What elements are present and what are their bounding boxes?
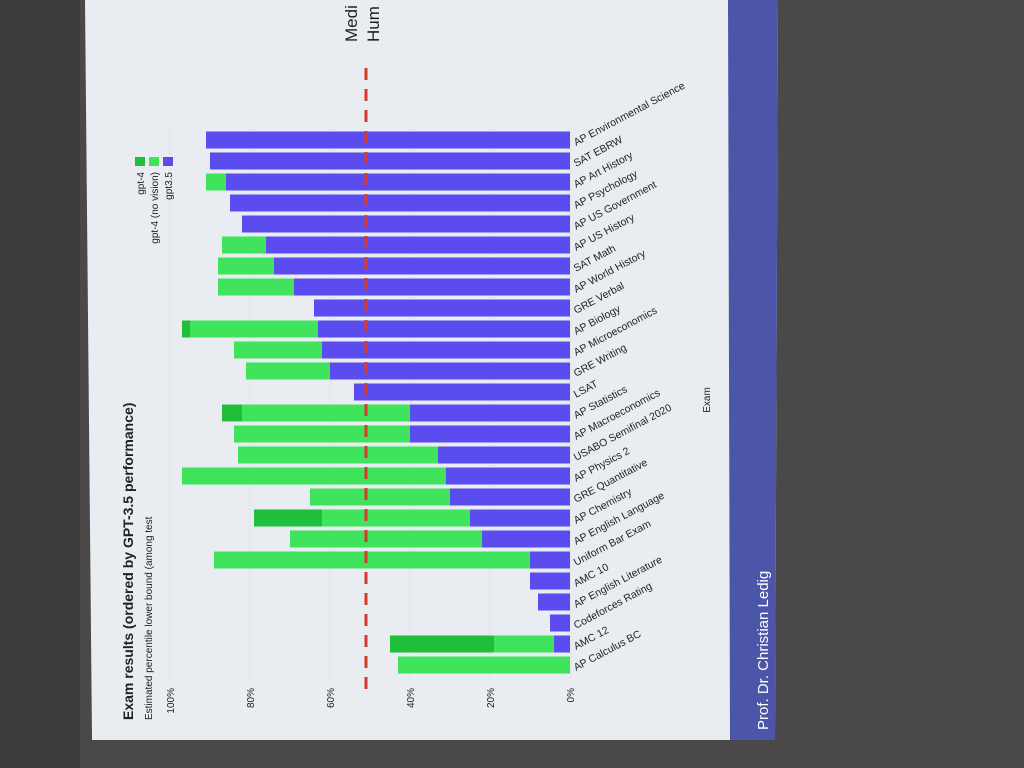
- chart-subtitle: Estimated percentile lower bound (among …: [144, 516, 155, 720]
- bar: [470, 509, 570, 527]
- footer: Prof. Dr. Christian Ledig: [755, 571, 772, 730]
- bar: [450, 488, 570, 506]
- bar: [318, 320, 570, 338]
- y-tick-label: 100%: [166, 688, 177, 714]
- bar: [214, 551, 570, 569]
- bar: [538, 593, 570, 611]
- legend-label: gpt-4 (no vision): [150, 172, 161, 244]
- bar: [446, 467, 570, 485]
- legend-label: gpt-4: [136, 172, 147, 195]
- bar: [314, 299, 570, 317]
- left-wall: [0, 0, 80, 768]
- bar: [210, 152, 570, 170]
- chart-title: Exam results (ordered by GPT-3.5 perform…: [120, 403, 136, 720]
- bar: [530, 572, 570, 590]
- reference-label: Hum: [364, 6, 383, 42]
- bar: [410, 425, 570, 443]
- y-tick-label: 20%: [486, 688, 497, 708]
- bar: [410, 404, 570, 422]
- y-tick-label: 60%: [326, 688, 337, 708]
- bar: [550, 614, 570, 632]
- legend-swatch: [135, 157, 145, 166]
- bar: [274, 257, 570, 275]
- bar: [530, 551, 570, 569]
- slide-sidebar: [728, 0, 778, 740]
- bar: [294, 278, 570, 296]
- axis-label: Exam: [702, 387, 713, 413]
- bar: [438, 446, 570, 464]
- bar: [242, 215, 570, 233]
- y-tick-label: 0%: [566, 688, 577, 703]
- bar: [554, 635, 570, 653]
- bar: [322, 341, 570, 359]
- bar: [354, 383, 570, 401]
- bar: [482, 530, 570, 548]
- bar: [226, 173, 570, 191]
- legend-swatch: [163, 157, 173, 166]
- bar: [398, 656, 570, 674]
- legend-label: gpt3.5: [164, 172, 175, 200]
- bar: [330, 362, 570, 380]
- y-tick-label: 40%: [406, 688, 417, 708]
- bar: [494, 635, 570, 653]
- bar: [206, 131, 570, 149]
- legend-swatch: [149, 157, 159, 166]
- reference-label: Medi: [342, 5, 361, 42]
- y-tick-label: 80%: [246, 688, 257, 708]
- bar: [266, 236, 570, 254]
- bar: [230, 194, 570, 212]
